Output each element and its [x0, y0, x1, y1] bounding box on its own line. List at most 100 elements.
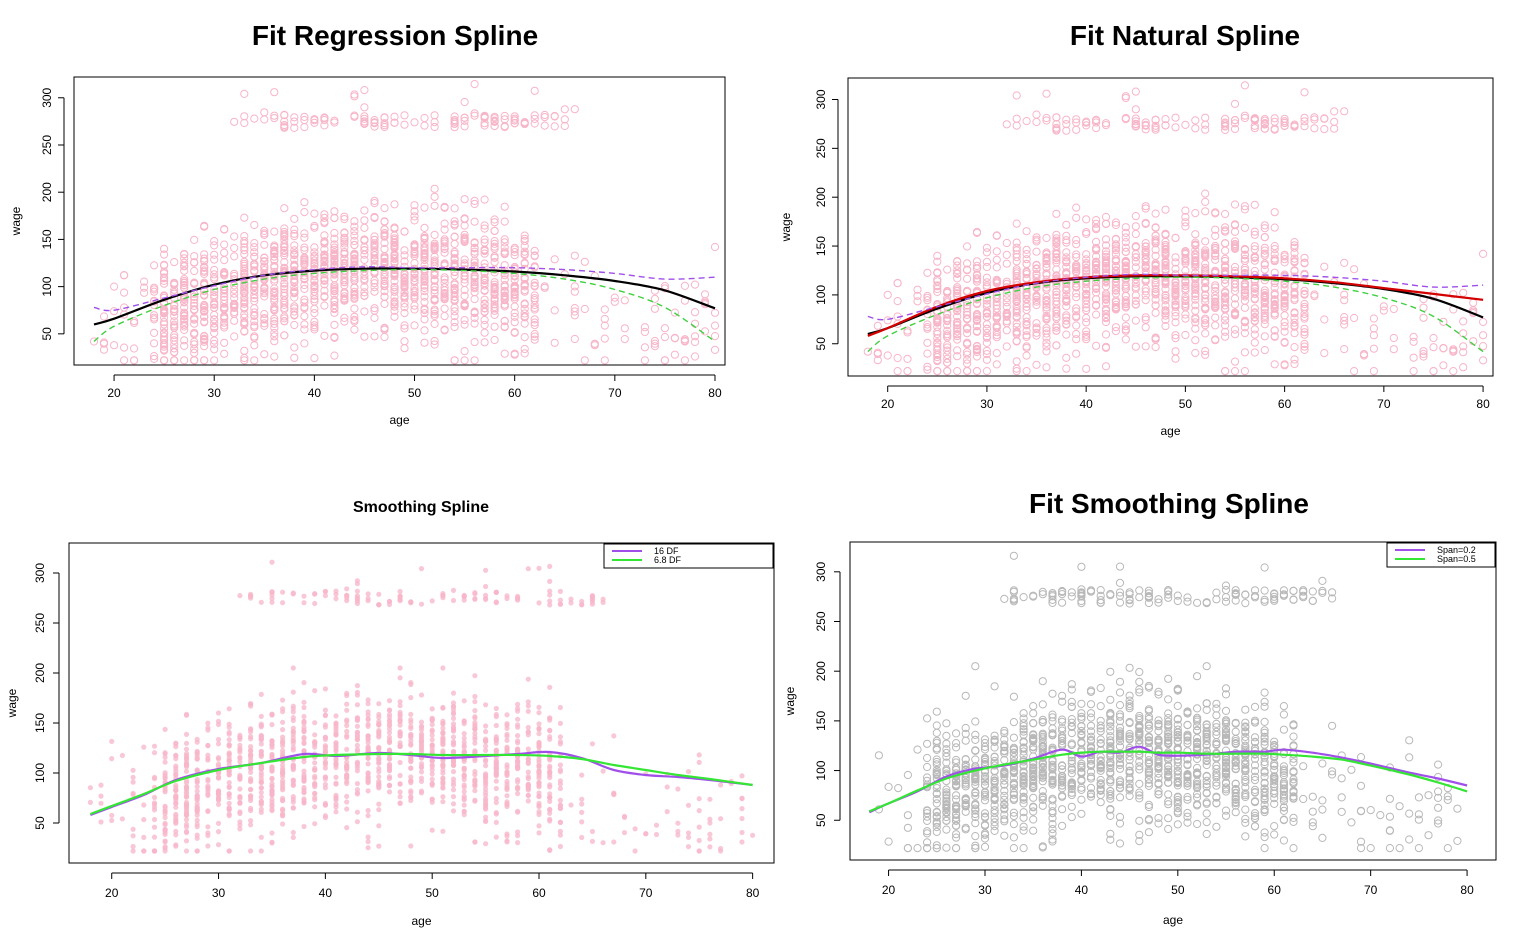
- scatter-point: [330, 301, 339, 310]
- scatter-point: [430, 230, 439, 239]
- scatter-point: [333, 713, 339, 719]
- scatter-point: [280, 296, 289, 305]
- scatter-point: [1250, 115, 1259, 124]
- scatter-point: [992, 304, 1001, 313]
- scatter-point: [320, 280, 329, 289]
- scatter-point: [1052, 126, 1061, 135]
- scatter-point: [119, 816, 125, 822]
- scatter-point: [450, 762, 457, 769]
- scatter-point: [151, 848, 158, 854]
- scatter-point: [429, 776, 435, 782]
- scatter-point: [1131, 114, 1140, 123]
- scatter-point: [1161, 121, 1170, 130]
- scatter-point: [493, 770, 499, 776]
- scatter-point: [536, 800, 542, 806]
- scatter-point: [150, 339, 159, 348]
- scatter-point: [903, 328, 912, 337]
- scatter-point: [220, 323, 229, 332]
- scatter-point: [461, 812, 467, 818]
- scatter-point: [173, 828, 179, 834]
- scatter-point: [322, 686, 328, 692]
- scatter-point: [240, 298, 249, 307]
- scatter-point: [992, 247, 1001, 256]
- scatter-point: [557, 601, 564, 607]
- scatter-point: [472, 797, 478, 803]
- scatter-point: [429, 758, 435, 764]
- scatter-point: [330, 228, 339, 238]
- scatter-point: [1230, 280, 1240, 289]
- scatter-point: [1002, 289, 1011, 298]
- scatter-point: [1201, 314, 1210, 323]
- scatter-point: [982, 262, 991, 272]
- scatter-point: [420, 309, 429, 318]
- scatter-point: [530, 262, 539, 271]
- scatter-point: [370, 235, 379, 244]
- scatter-point: [344, 806, 350, 812]
- scatter-point: [943, 354, 952, 363]
- scatter-point: [440, 244, 449, 253]
- scatter-point: [557, 762, 564, 768]
- scatter-point: [173, 788, 179, 794]
- scatter-point: [429, 728, 435, 734]
- scatter-point: [510, 308, 519, 318]
- scatter-point: [400, 303, 409, 312]
- scatter-point: [1389, 333, 1398, 343]
- scatter-point: [450, 232, 459, 241]
- scatter-point: [1280, 255, 1289, 264]
- scatter-point: [923, 714, 932, 723]
- scatter-point: [963, 355, 972, 364]
- scatter-point: [260, 321, 269, 330]
- scatter-point: [280, 331, 289, 340]
- scatter-point: [1052, 250, 1061, 259]
- scatter-point: [893, 278, 902, 288]
- scatter-point: [520, 250, 529, 260]
- scatter-point: [248, 729, 254, 735]
- scatter-point: [310, 295, 319, 304]
- scatter-point: [470, 271, 479, 280]
- scatter-point: [340, 288, 349, 297]
- scatter-point: [1161, 115, 1170, 124]
- scatter-point: [1062, 126, 1071, 135]
- scatter-point: [1032, 328, 1041, 337]
- scatter-point: [1409, 367, 1418, 376]
- scatter-point: [1340, 296, 1349, 305]
- scatter-point: [943, 350, 952, 359]
- scatter-point: [504, 838, 510, 844]
- scatter-point: [410, 118, 419, 127]
- scatter-point: [250, 332, 259, 341]
- scatter-point: [150, 352, 159, 361]
- scatter-point: [1191, 238, 1200, 247]
- scatter-point: [280, 300, 289, 309]
- scatter-point: [1141, 261, 1150, 270]
- scatter-point: [483, 567, 489, 573]
- scatter-point: [450, 769, 457, 775]
- scatter-point: [963, 323, 972, 332]
- scatter-point: [160, 345, 169, 354]
- scatter-point: [696, 808, 702, 814]
- scatter-point: [270, 255, 279, 264]
- scatter-point: [483, 729, 489, 735]
- scatter-point: [1260, 119, 1269, 128]
- scatter-point: [1359, 279, 1369, 289]
- scatter-point: [300, 284, 309, 293]
- scatter-point: [248, 769, 254, 775]
- scatter-point: [237, 822, 243, 828]
- scatter-point: [140, 277, 149, 286]
- scatter-point: [390, 298, 399, 307]
- scatter-point: [344, 746, 350, 752]
- scatter-point: [248, 776, 254, 782]
- scatter-point: [1439, 361, 1448, 370]
- scatter-point: [515, 808, 521, 814]
- scatter-point: [520, 258, 529, 267]
- scatter-point: [429, 796, 435, 802]
- scatter-point: [1280, 322, 1289, 331]
- scatter-point: [1062, 285, 1071, 294]
- scatter-point: [1250, 308, 1259, 317]
- scatter-point: [270, 317, 279, 326]
- scatter-point: [992, 298, 1001, 307]
- scatter-point: [1121, 296, 1130, 305]
- scatter-point: [400, 120, 409, 129]
- scatter-point: [190, 319, 199, 328]
- scatter-point: [280, 589, 286, 595]
- scatter-point: [547, 602, 553, 608]
